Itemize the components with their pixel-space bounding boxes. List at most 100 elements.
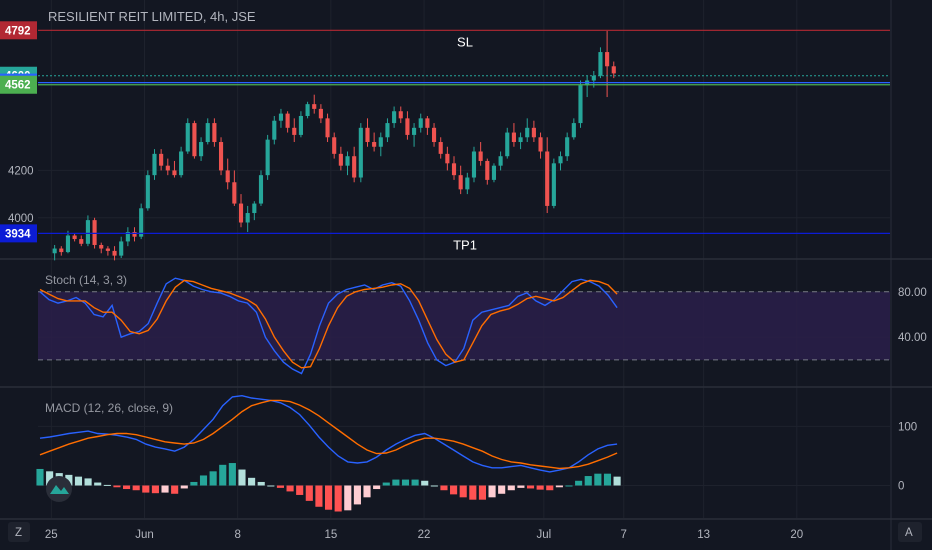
macd-histogram-bar	[517, 485, 525, 488]
time-tick-label: 13	[697, 529, 710, 541]
macd-histogram-bar	[363, 485, 371, 498]
candle-body	[179, 151, 184, 176]
candle-body	[139, 208, 144, 237]
candle-body	[258, 175, 264, 204]
macd-histogram-bar	[469, 485, 477, 500]
macd-histogram-bar	[459, 485, 467, 498]
price-badge-label: 4562	[5, 80, 31, 92]
candle-body	[418, 118, 423, 128]
macd-histogram-bar	[324, 485, 333, 510]
candle-body	[505, 132, 510, 157]
candle-body	[485, 160, 490, 180]
candle-body	[205, 123, 210, 143]
candle-body	[318, 108, 323, 119]
macd-histogram-bar	[267, 485, 275, 487]
candle-body	[591, 75, 596, 81]
candle-body	[145, 175, 150, 209]
macd-signal-line	[39, 399, 618, 470]
price-tick-label: 4200	[8, 165, 34, 177]
stoch-pane[interactable]	[38, 277, 890, 375]
level-annotation-sl: SL	[457, 34, 473, 49]
candle-body	[392, 111, 397, 124]
candle-body	[185, 123, 190, 152]
candle-body	[225, 170, 230, 183]
macd-histogram-bar	[315, 485, 323, 507]
macd-pane[interactable]	[36, 394, 621, 512]
macd-histogram-bar	[565, 485, 573, 487]
macd-histogram-bar	[123, 485, 131, 490]
level-annotation-tp1: TP1	[453, 237, 477, 252]
zoom-toggle-bg	[8, 522, 30, 542]
stoch-k-line	[39, 277, 618, 375]
candle-body	[378, 137, 383, 147]
candlestick-series	[52, 30, 616, 261]
zoom-toggle-button[interactable]: Z	[8, 522, 30, 542]
stoch-tick-label: 80.00	[898, 287, 927, 299]
macd-histogram-bar	[344, 485, 352, 511]
price-badge-bg	[0, 75, 37, 94]
candle-body	[498, 156, 503, 166]
candle-body	[112, 250, 117, 256]
chart-title: RESILIENT REIT LIMITED, 4h, JSE	[48, 9, 256, 24]
candle-body	[159, 153, 164, 166]
time-tick-label: 7	[621, 529, 627, 541]
time-axis[interactable]: 25 Jun 8 15 22 Jul 7 13 20	[45, 529, 803, 541]
candle-body	[598, 52, 603, 76]
time-tick-label: 15	[324, 529, 337, 541]
macd-histogram-bar	[584, 476, 592, 486]
macd-histogram-bar	[296, 485, 304, 495]
candle-body	[312, 104, 317, 109]
macd-histogram-bar	[450, 485, 458, 495]
auto-scale-label: A	[905, 527, 913, 539]
candle-body	[125, 231, 130, 242]
candle-body	[611, 66, 616, 74]
candle-body	[265, 139, 270, 176]
candle-body	[325, 118, 330, 138]
tradingview-logo[interactable]	[46, 476, 72, 502]
macd-histogram-bar	[219, 464, 227, 486]
macd-histogram-bar	[507, 485, 515, 491]
candle-body	[152, 153, 157, 176]
candle-body	[85, 220, 90, 244]
candle-body	[345, 156, 350, 166]
candle-body	[478, 151, 483, 161]
candle-body	[491, 165, 497, 180]
candle-body	[511, 132, 516, 143]
candle-body	[465, 177, 470, 190]
candle-body	[232, 182, 237, 204]
time-tick-label: Jul	[537, 529, 552, 541]
candle-body	[538, 137, 543, 152]
candle-body	[531, 127, 536, 138]
macd-histogram-bar	[238, 469, 246, 486]
macd-histogram-bar	[228, 463, 236, 486]
price-badge-label: 4792	[5, 25, 31, 37]
macd-histogram-bar	[382, 482, 390, 486]
macd-tick-label: 100	[898, 421, 917, 433]
macd-histogram-bar	[113, 485, 121, 488]
candle-body	[398, 111, 403, 119]
macd-histogram-bar	[613, 476, 621, 486]
macd-histogram-bar	[84, 478, 92, 486]
macd-label: MACD (12, 26, close, 9)	[45, 401, 173, 415]
macd-histogram-bar	[151, 485, 159, 494]
candle-body	[438, 142, 443, 154]
candle-body	[565, 137, 570, 157]
price-axis[interactable]: 420040004792460045714562393480.0040.0010…	[0, 21, 927, 493]
macd-histogram-bar	[373, 485, 381, 490]
macd-histogram-bar	[478, 485, 486, 500]
macd-histogram-bar	[555, 485, 563, 488]
candle-body	[92, 220, 97, 245]
auto-scale-button[interactable]: A	[898, 522, 922, 542]
candle-body	[165, 165, 170, 171]
candle-body	[278, 113, 284, 121]
candle-body	[385, 123, 390, 138]
candle-body	[119, 241, 124, 256]
macd-histogram-bar	[392, 479, 400, 486]
macd-histogram-bar	[74, 476, 83, 486]
macd-histogram-bar	[190, 481, 198, 486]
macd-histogram-bar	[594, 473, 602, 486]
time-tick-label: 25	[45, 529, 58, 541]
candle-body	[578, 85, 583, 124]
candle-body	[292, 127, 297, 135]
